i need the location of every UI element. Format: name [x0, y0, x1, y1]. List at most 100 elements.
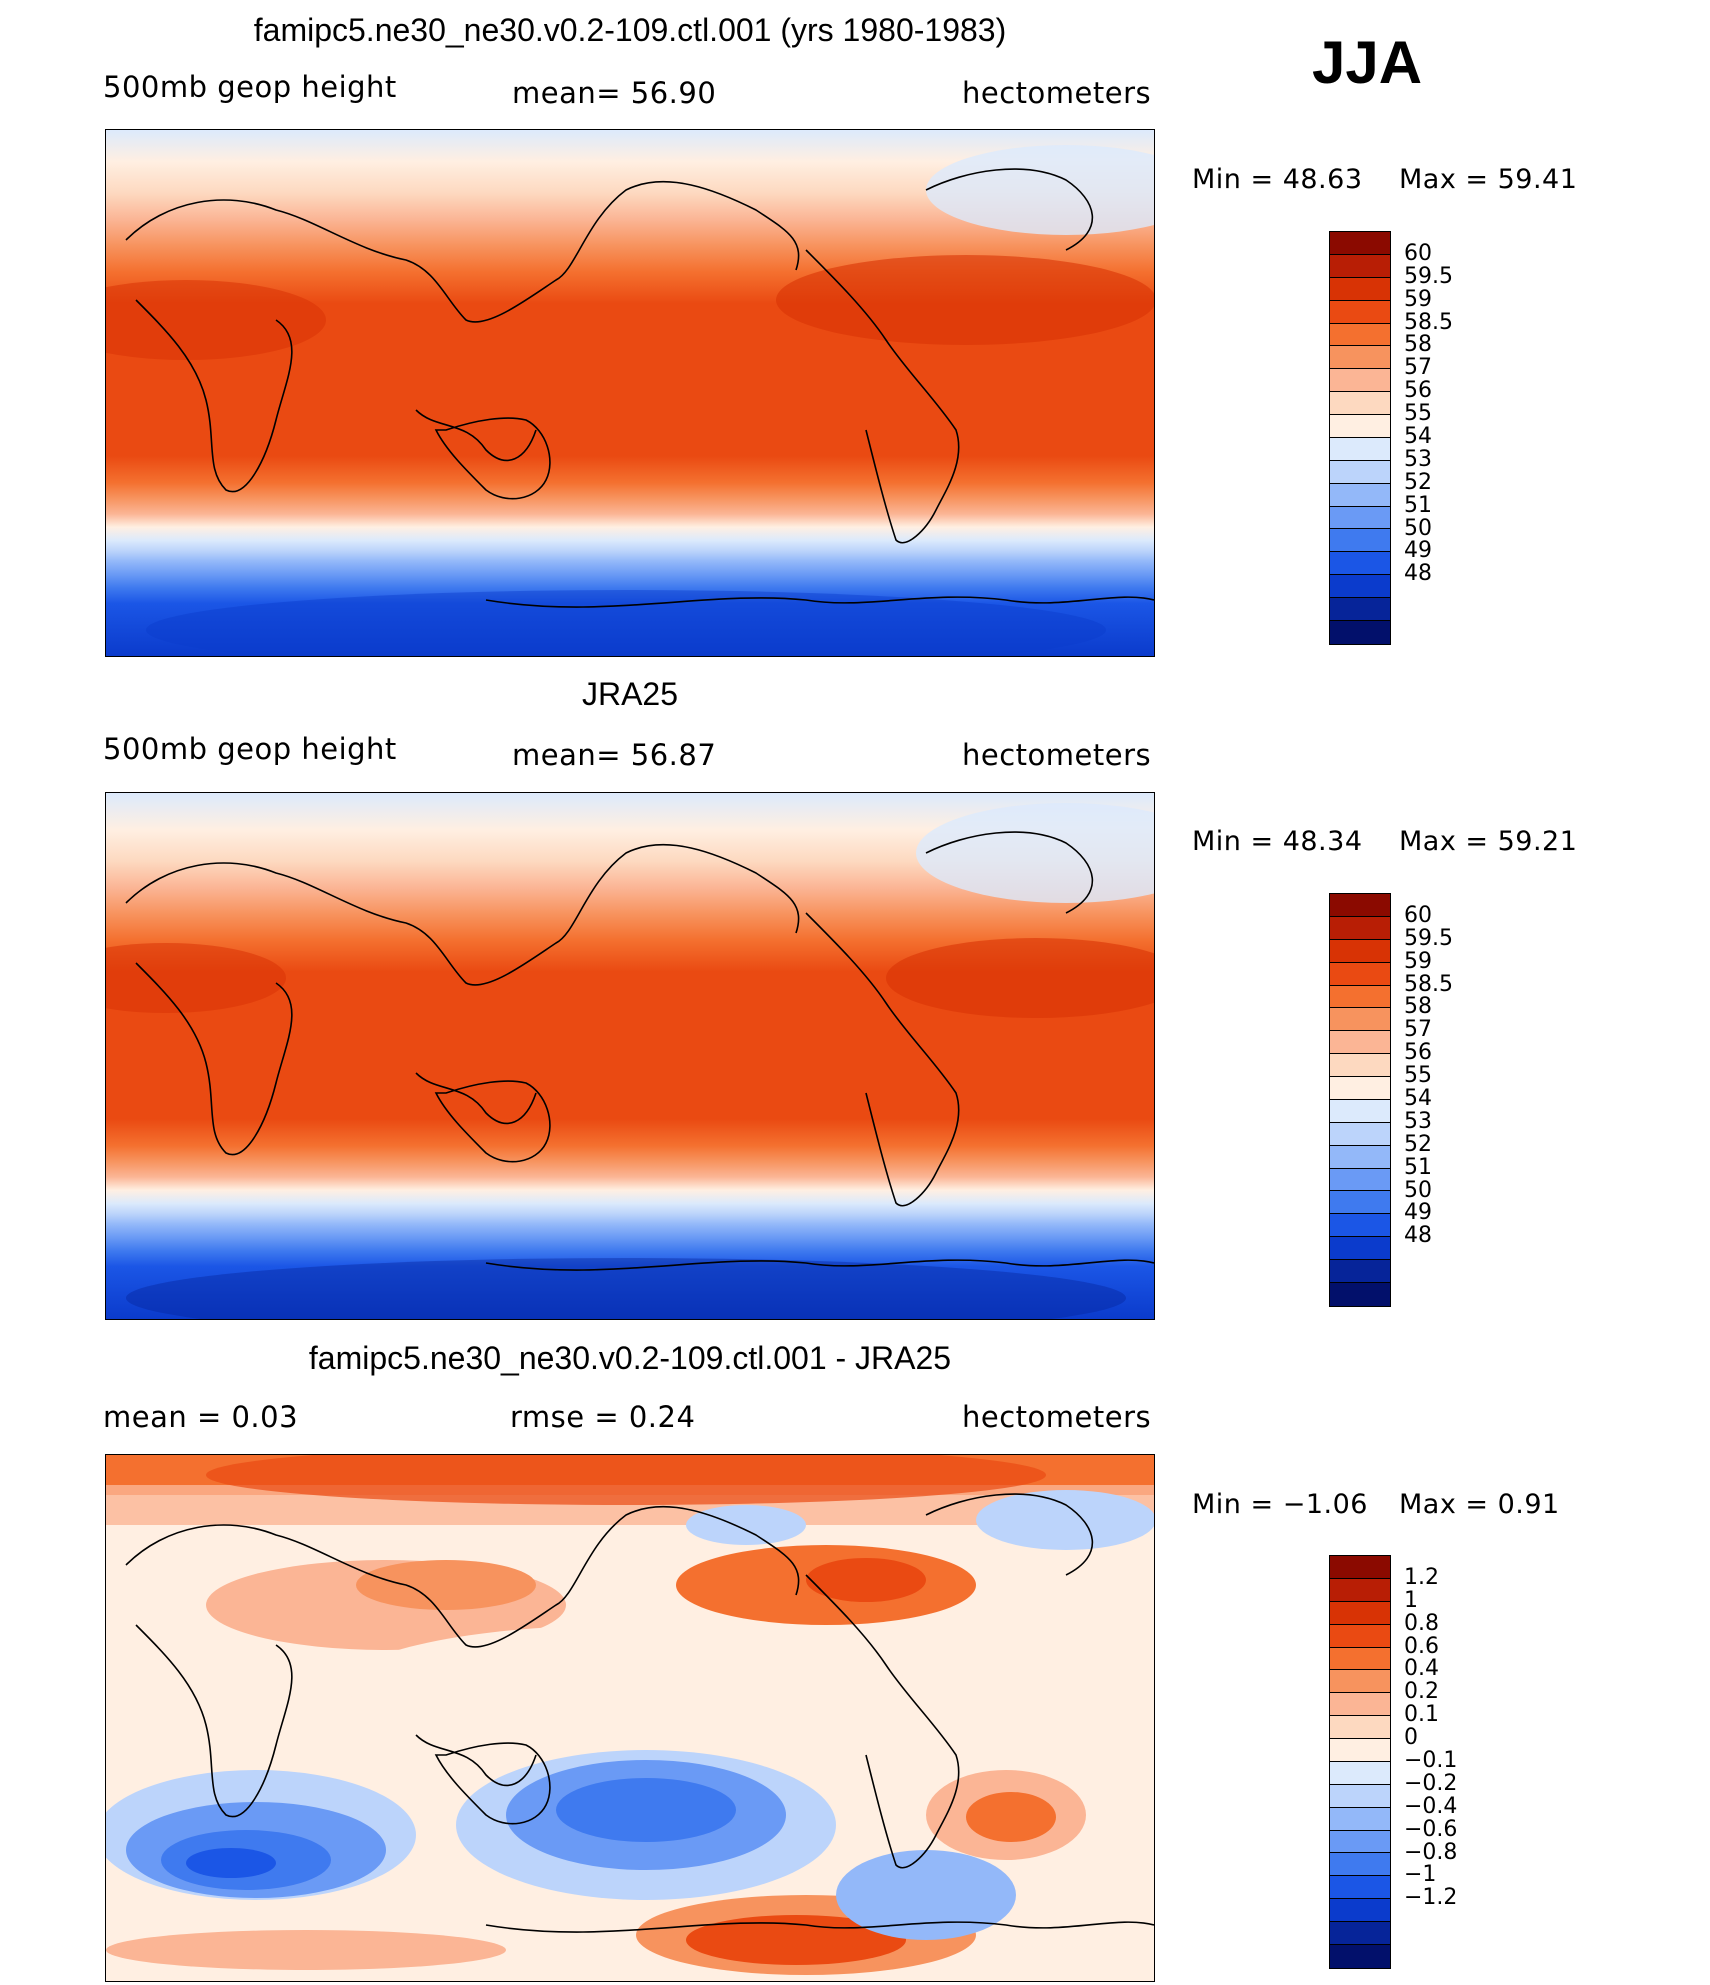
colorbar-swatch [1330, 1830, 1390, 1854]
colorbar-tick-label: 59 [1404, 948, 1432, 974]
panel-diff-min-label: Min = −1.06 [1192, 1489, 1368, 1520]
colorbar-swatch [1330, 1922, 1390, 1945]
colorbar-tick-label: 1 [1404, 1587, 1418, 1613]
colorbar-swatch [1330, 1168, 1390, 1192]
colorbar-swatch [1330, 232, 1390, 255]
colorbar-tick-label: 56 [1404, 378, 1432, 404]
panel-obs-min-label: Min = 48.34 [1192, 826, 1363, 857]
panel-model-map [105, 129, 1155, 657]
colorbar-swatch [1330, 1008, 1390, 1032]
colorbar-swatch [1330, 1647, 1390, 1671]
colorbar-swatch [1330, 1716, 1390, 1739]
panel-diff-mean-label: mean = 0.03 [103, 1400, 299, 1434]
colorbar-swatch [1330, 415, 1390, 438]
panel-model-variable-label: 500mb geop height [103, 70, 397, 104]
colorbar-tick-label: 1.2 [1404, 1564, 1439, 1590]
colorbar-swatch [1330, 552, 1390, 576]
colorbar-swatch [1330, 985, 1390, 1009]
colorbar-swatch [1330, 1670, 1390, 1694]
colorbar-swatch [1330, 1237, 1390, 1260]
colorbar-tick-label: 0.8 [1404, 1610, 1439, 1636]
panel-diff-title: famipc5.ne30_ne30.v0.2-109.ctl.001 - JRA… [308, 1340, 952, 1376]
colorbar-tick-label: 51 [1404, 1154, 1432, 1180]
colorbar-swatch [1330, 346, 1390, 370]
colorbar-tick-label: 60 [1404, 240, 1432, 266]
colorbar-swatch [1330, 460, 1390, 484]
colorbar-tick-label: 48 [1404, 561, 1432, 587]
colorbar-tick-label: 55 [1404, 1063, 1432, 1089]
colorbar-tick-label: 58 [1404, 994, 1432, 1020]
colorbar-swatch [1330, 392, 1390, 415]
colorbar-swatch [1330, 575, 1390, 598]
colorbar-swatch [1330, 1624, 1390, 1648]
colorbar-swatch [1330, 1099, 1390, 1123]
panel-obs-variable-label: 500mb geop height [103, 732, 397, 766]
panel-obs-units-label: hectometers [962, 738, 1152, 772]
panel-model-colorbar [1329, 231, 1391, 645]
colorbar-tick-label: 59.5 [1404, 925, 1453, 951]
colorbar-tick-label: 53 [1404, 1108, 1432, 1134]
colorbar-swatch [1330, 1214, 1390, 1238]
colorbar-tick-label: 54 [1404, 424, 1432, 449]
coastline-outlines [125, 831, 1154, 1271]
coastline-outlines [125, 168, 1154, 608]
colorbar-tick-label: 57 [1404, 1017, 1432, 1043]
colorbar-tick-label: −0.2 [1404, 1770, 1458, 1796]
colorbar-tick-label: 59 [1404, 286, 1432, 312]
colorbar-tick-label: 0.2 [1404, 1679, 1439, 1705]
panel-obs-mean-label: mean= 56.87 [512, 738, 717, 772]
colorbar-tick-label: 59.5 [1404, 263, 1453, 289]
colorbar-swatch [1330, 620, 1390, 644]
colorbar-swatch [1330, 1077, 1390, 1100]
colorbar-swatch [1330, 1578, 1390, 1602]
colorbar-tick-label: −0.1 [1404, 1748, 1458, 1773]
colorbar-tick-label: −0.8 [1404, 1839, 1458, 1865]
panel-obs-max-label: Max = 59.21 [1399, 826, 1578, 857]
colorbar-swatch [1330, 1784, 1390, 1808]
colorbar-tick-label: −0.6 [1404, 1816, 1458, 1842]
colorbar-tick-label: 51 [1404, 492, 1432, 518]
colorbar-swatch [1330, 916, 1390, 940]
colorbar-tick-label: 54 [1404, 1086, 1432, 1111]
colorbar-tick-label: 52 [1404, 1131, 1432, 1157]
colorbar-swatch [1330, 1761, 1390, 1785]
colorbar-tick-label: −1 [1404, 1862, 1437, 1888]
panel-diff-max-label: Max = 0.91 [1399, 1489, 1560, 1520]
colorbar-tick-label: −1.2 [1404, 1885, 1458, 1911]
colorbar-swatch [1330, 369, 1390, 393]
colorbar-swatch [1330, 437, 1390, 461]
colorbar-swatch [1330, 1122, 1390, 1146]
panel-diff-rmse-label: rmse = 0.24 [510, 1400, 696, 1434]
colorbar-swatch [1330, 1031, 1390, 1055]
panel-model-units-label: hectometers [962, 76, 1152, 110]
colorbar-swatch [1330, 894, 1390, 917]
panel-obs-colorbar [1329, 893, 1391, 1307]
colorbar-swatch [1330, 1191, 1390, 1215]
colorbar-swatch [1330, 1899, 1390, 1922]
colorbar-swatch [1330, 598, 1390, 621]
colorbar-tick-label: 50 [1404, 515, 1432, 541]
colorbar-tick-label: 52 [1404, 469, 1432, 495]
colorbar-swatch [1330, 1693, 1390, 1717]
colorbar-tick-label: 49 [1404, 538, 1432, 564]
colorbar-tick-label: 58.5 [1404, 309, 1453, 335]
colorbar-tick-label: 0.6 [1404, 1633, 1439, 1659]
panel-model-min-label: Min = 48.63 [1192, 164, 1363, 195]
colorbar-swatch [1330, 1739, 1390, 1762]
colorbar-tick-label: 60 [1404, 902, 1432, 928]
colorbar-swatch [1330, 277, 1390, 301]
colorbar-swatch [1330, 1807, 1390, 1831]
colorbar-tick-label: 0.4 [1404, 1656, 1439, 1682]
colorbar-swatch [1330, 1944, 1390, 1968]
panel-obs-title: JRA25 [581, 676, 679, 712]
colorbar-swatch [1330, 483, 1390, 507]
colorbar-swatch [1330, 254, 1390, 278]
colorbar-tick-label: 48 [1404, 1223, 1432, 1249]
colorbar-swatch [1330, 1145, 1390, 1169]
colorbar-tick-label: 58 [1404, 332, 1432, 358]
panel-obs-map [105, 792, 1155, 1320]
colorbar-swatch [1330, 1282, 1390, 1306]
colorbar-swatch [1330, 300, 1390, 324]
colorbar-tick-label: 56 [1404, 1040, 1432, 1066]
colorbar-tick-label: 0 [1404, 1725, 1418, 1751]
